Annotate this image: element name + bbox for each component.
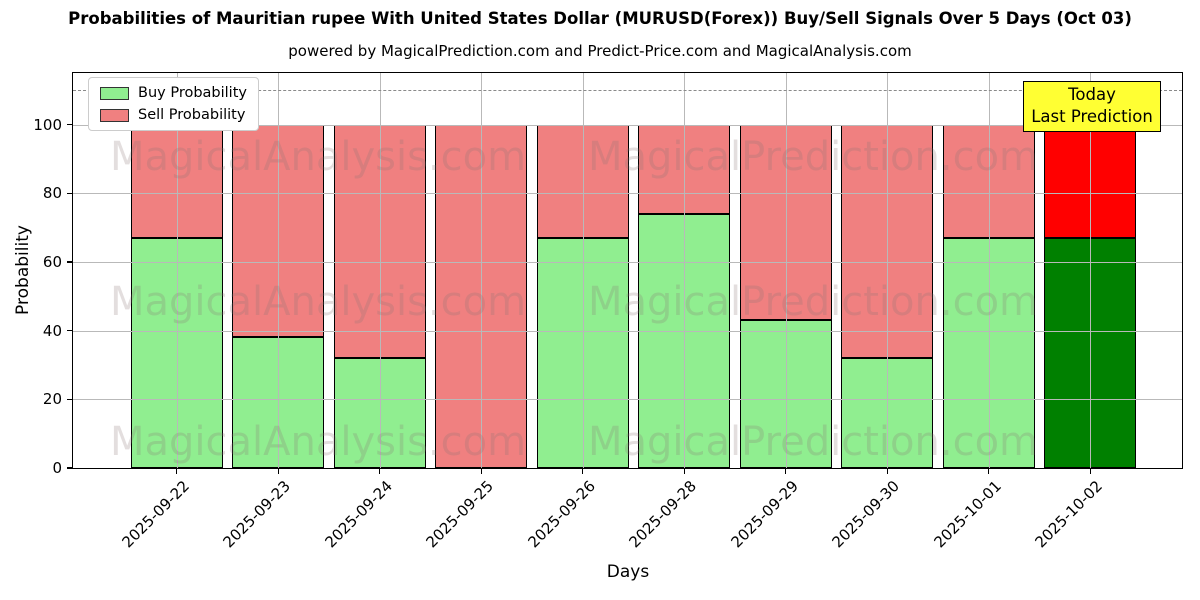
watermark-magicalanalysis: MagicalAnalysis.com (109, 134, 527, 180)
buy-probability-swatch (100, 86, 129, 100)
y-tick-label: 80 (42, 184, 62, 203)
x-gridline (278, 73, 280, 468)
x-gridline (379, 73, 381, 468)
today-annotation-box: Today Last Prediction (1023, 81, 1161, 132)
threshold-dashed-line (73, 90, 1182, 92)
sell-probability-swatch (100, 108, 129, 122)
y-tick-label: 60 (42, 252, 62, 271)
y-gridline (73, 399, 1182, 401)
x-tick-label-text: 2025-09-26 (524, 477, 599, 552)
y-tick-label: 100 (33, 115, 62, 134)
y-tick-mark (66, 467, 72, 469)
annotation-line-last-prediction: Last Prediction (1031, 107, 1153, 126)
y-tick-mark (66, 330, 72, 332)
x-tick-label-text: 2025-10-01 (930, 477, 1005, 552)
watermark-magicalprediction: MagicalPrediction.com (588, 134, 1038, 180)
y-tick-label: 20 (42, 390, 62, 409)
x-tick-mark (683, 468, 685, 474)
x-tick-mark (1089, 468, 1091, 474)
y-gridline (73, 330, 1182, 332)
x-tick-mark (785, 468, 787, 474)
y-tick-label: 0 (52, 459, 62, 477)
y-tick-mark (66, 398, 72, 400)
x-tick-label-text: 2025-09-30 (828, 477, 903, 552)
x-tick-label-text: 2025-09-25 (422, 477, 497, 552)
x-gridline (684, 73, 686, 468)
chart-title: Probabilities of Mauritian rupee With Un… (68, 9, 1132, 28)
x-tick-mark (988, 468, 990, 474)
watermark-magicalprediction: MagicalPrediction.com (588, 419, 1038, 465)
x-tick-label-text: 2025-09-29 (727, 477, 802, 552)
watermark-magicalprediction: MagicalPrediction.com (588, 279, 1038, 325)
x-gridline (887, 73, 889, 468)
x-tick-label-text: 2025-09-22 (118, 477, 193, 552)
y-tick-label: 40 (42, 321, 62, 340)
y-tick-mark (66, 123, 72, 126)
x-tick-mark (480, 468, 482, 474)
legend-label-buy: Buy Probability (138, 85, 247, 101)
x-axis-label: Days (606, 562, 650, 582)
x-tick-label-text: 2025-10-02 (1031, 477, 1106, 552)
y-gridline (73, 193, 1182, 195)
x-gridline (988, 73, 990, 468)
x-tick-label-text: 2025-09-28 (625, 477, 700, 552)
x-tick-mark (277, 468, 279, 474)
x-tick-label-text: 2025-09-24 (321, 477, 396, 552)
watermark-magicalanalysis: MagicalAnalysis.com (109, 419, 527, 465)
legend-label-sell: Sell Probability (138, 107, 246, 123)
x-tick-mark (582, 468, 584, 474)
x-tick-label-text: 2025-09-23 (219, 477, 294, 552)
y-tick-mark (66, 261, 72, 263)
legend-item-sell: Sell Probability (100, 107, 247, 123)
y-gridline (73, 261, 1182, 263)
legend-item-buy: Buy Probability (100, 85, 247, 101)
plot-area: Buy Probability Sell Probability Today L… (72, 72, 1183, 469)
annotation-line-today: Today (1068, 85, 1116, 104)
x-gridline (481, 73, 483, 468)
x-tick-mark (886, 468, 888, 474)
y-tick-mark (66, 192, 72, 194)
y-gridline (73, 124, 1182, 126)
x-gridline (1090, 73, 1092, 468)
x-tick-mark (176, 468, 178, 474)
chart-subtitle: powered by MagicalPrediction.com and Pre… (288, 42, 912, 60)
x-gridline (785, 73, 787, 468)
x-tick-mark (379, 468, 381, 474)
x-gridline (582, 73, 584, 468)
x-gridline (176, 73, 178, 468)
watermark-magicalanalysis: MagicalAnalysis.com (109, 279, 527, 325)
legend: Buy Probability Sell Probability (88, 77, 259, 131)
